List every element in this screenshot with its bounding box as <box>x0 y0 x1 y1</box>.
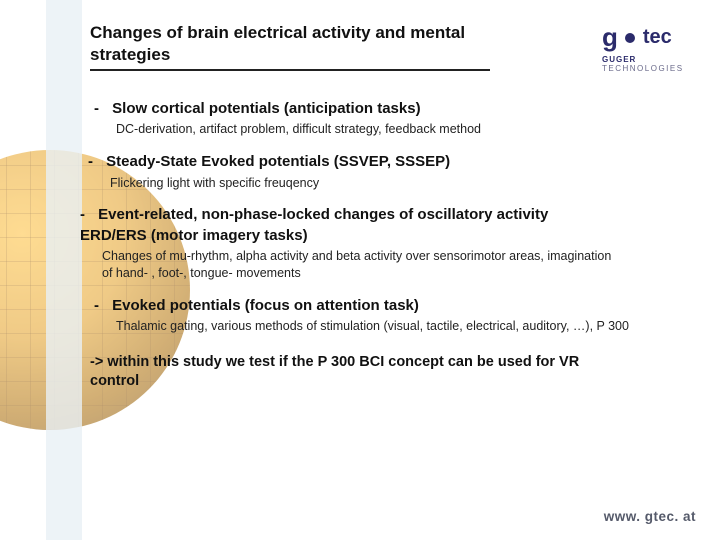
bullet-head-text: Slow cortical potentials (anticipation t… <box>112 100 420 117</box>
bullet-item: - Event-related, non-phase-locked change… <box>80 205 590 281</box>
dash-icon: - <box>88 152 102 172</box>
bullet-head: - Event-related, non-phase-locked change… <box>80 205 590 246</box>
bullet-sub: Changes of mu-rhythm, alpha activity and… <box>102 248 622 282</box>
logo-sub2: TECHNOLOGIES <box>602 64 698 73</box>
bullet-head: - Evoked potentials (focus on attention … <box>94 296 590 316</box>
bullet-head-text: Event-related, non-phase-locked changes … <box>80 206 548 243</box>
logo-tec: tec <box>643 26 672 49</box>
bullet-head: - Slow cortical potentials (anticipation… <box>94 99 590 119</box>
left-band <box>46 0 82 540</box>
slide-content: Changes of brain electrical activity and… <box>90 22 590 392</box>
footer-url: www. gtec. at <box>604 509 696 524</box>
bullet-item: - Evoked potentials (focus on attention … <box>94 296 590 335</box>
logo-dot-icon <box>625 33 635 43</box>
bullet-head: - Steady-State Evoked potentials (SSVEP,… <box>88 152 590 172</box>
bullet-item: - Slow cortical potentials (anticipation… <box>94 99 590 138</box>
dash-icon: - <box>80 205 94 225</box>
conclusion-text: -> within this study we test if the P 30… <box>90 353 630 392</box>
company-logo: g tec GUGER TECHNOLOGIES <box>602 22 698 73</box>
slide-title: Changes of brain electrical activity and… <box>90 22 490 71</box>
logo-g: g <box>602 22 617 53</box>
bullet-sub: DC-derivation, artifact problem, difficu… <box>116 121 636 138</box>
dash-icon: - <box>94 99 108 119</box>
bullet-sub: Thalamic gating, various methods of stim… <box>116 318 636 335</box>
dash-icon: - <box>94 296 108 316</box>
bullet-head-text: Steady-State Evoked potentials (SSVEP, S… <box>106 153 450 170</box>
bullet-sub: Flickering light with specific freuqency <box>110 175 630 192</box>
logo-main: g tec <box>602 22 698 53</box>
logo-sub1: GUGER <box>602 55 698 64</box>
bullet-head-text: Evoked potentials (focus on attention ta… <box>112 297 419 314</box>
bullet-item: - Steady-State Evoked potentials (SSVEP,… <box>88 152 590 191</box>
